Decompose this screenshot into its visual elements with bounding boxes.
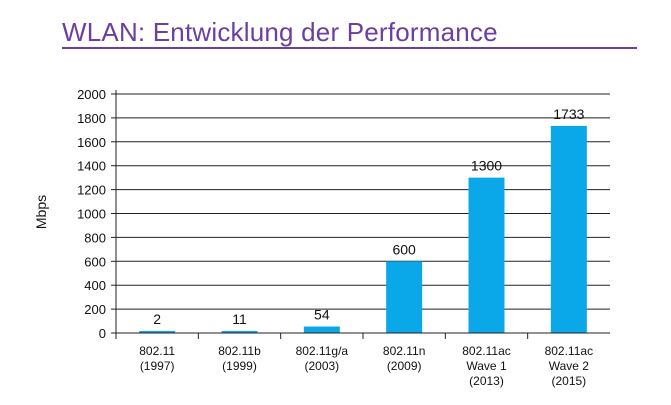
bar <box>303 326 340 333</box>
gridlines <box>116 93 610 310</box>
y-tick-label: 200 <box>84 302 106 317</box>
y-tick-label: 0 <box>99 326 106 341</box>
y-tick-label: 2000 <box>77 87 106 102</box>
category-label: (2009) <box>387 359 422 373</box>
y-tick-label: 400 <box>84 278 106 293</box>
bar <box>139 331 176 333</box>
data-label: 1733 <box>553 106 584 122</box>
slide-title: WLAN: Entwicklung der Performance <box>62 17 498 47</box>
axes <box>111 90 610 339</box>
data-label: 2 <box>153 311 161 327</box>
category-label: (1999) <box>222 359 257 373</box>
data-label: 1300 <box>471 158 502 174</box>
y-tick-label: 1400 <box>77 159 106 174</box>
category-label: 802.11n <box>383 344 426 358</box>
bar <box>386 261 423 333</box>
category-label: (1997) <box>140 359 175 373</box>
y-tick-label: 800 <box>84 230 106 245</box>
category-label: 802.11ac <box>545 344 594 358</box>
y-tick-label: 1800 <box>77 111 106 126</box>
category-label: Wave 1 <box>466 359 507 373</box>
category-label: 802.11b <box>218 344 261 358</box>
category-label: Wave 2 <box>549 359 590 373</box>
y-tick-label: 1000 <box>77 207 106 222</box>
y-tick-label: 1200 <box>77 183 106 198</box>
category-label: (2015) <box>551 374 586 388</box>
data-label: 600 <box>392 241 416 257</box>
bar <box>550 125 587 334</box>
y-axis-title: Mbps <box>33 195 49 229</box>
bar <box>221 331 258 333</box>
bar <box>468 177 505 333</box>
category-label: 802.11g/a <box>296 344 349 358</box>
data-label: 11 <box>232 311 247 327</box>
bars <box>139 125 587 334</box>
category-label: 802.11ac <box>462 344 511 358</box>
data-label: 54 <box>314 307 330 323</box>
y-tick-label: 1600 <box>77 135 106 150</box>
labels: 0 200 400 600 800 1000 1200 1400 1600 1800 2000 2 80… <box>77 87 593 388</box>
title-rule <box>62 47 637 49</box>
y-tick-label: 600 <box>84 254 106 269</box>
category-label: (2013) <box>469 374 504 388</box>
category-label: (2003) <box>304 359 339 373</box>
category-label: 802.11 <box>139 344 175 358</box>
